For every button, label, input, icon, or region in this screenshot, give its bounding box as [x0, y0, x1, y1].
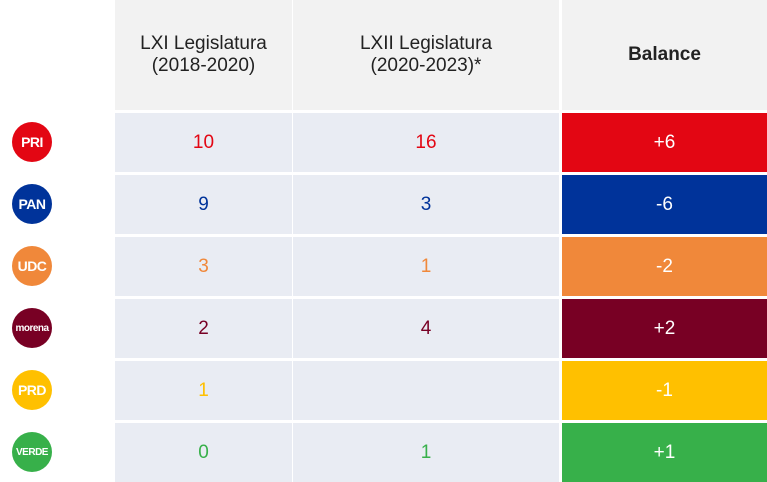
- header-line: LXII Legislatura: [359, 33, 493, 54]
- party-logo: morena: [12, 308, 52, 348]
- value-cell: 3: [115, 237, 292, 296]
- value-cell: 0: [115, 423, 292, 482]
- header-cell: LXI Legislatura (2018-2020): [115, 0, 292, 110]
- value-cell: 1: [293, 423, 559, 482]
- balance-cell: +1: [562, 423, 767, 482]
- value-cell: 9: [115, 175, 292, 234]
- header-cell: Balance: [562, 0, 767, 110]
- party-logo: UDC: [12, 246, 52, 286]
- balance-cell: -2: [562, 237, 767, 296]
- value-cell: 2: [115, 299, 292, 358]
- value-cell: 3: [293, 175, 559, 234]
- header-line: Balance: [628, 44, 701, 65]
- value-cell: 16: [293, 113, 559, 172]
- party-logo: VERDE: [12, 432, 52, 472]
- party-logo: PRI: [12, 122, 52, 162]
- header-line: LXI Legislatura: [140, 33, 267, 54]
- balance-cell: -6: [562, 175, 767, 234]
- party-logo: PAN: [12, 184, 52, 224]
- balance-cell: -1: [562, 361, 767, 420]
- value-cell: 10: [115, 113, 292, 172]
- value-cell: 4: [293, 299, 559, 358]
- balance-cell: +6: [562, 113, 767, 172]
- value-cell: 1: [293, 237, 559, 296]
- header-line: (2020-2023)*: [370, 55, 482, 76]
- header-cell: LXII Legislatura (2020-2023)*: [293, 0, 559, 110]
- party-logo: PRD: [12, 370, 52, 410]
- balance-cell: +2: [562, 299, 767, 358]
- value-cell: [293, 361, 559, 420]
- header-line: (2018-2020): [151, 55, 256, 76]
- value-cell: 1: [115, 361, 292, 420]
